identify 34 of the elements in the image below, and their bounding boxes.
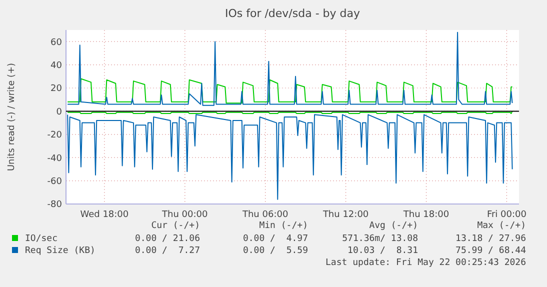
y-tick-label: 60	[50, 38, 62, 48]
y-tick-label: -20	[47, 130, 62, 141]
legend-label: IO/sec	[25, 234, 58, 244]
text: 0.00 / 5.59	[242, 246, 308, 256]
x-tick-label: Thu 18:00	[402, 210, 450, 220]
y-tick-label: 40	[50, 60, 62, 71]
text: 0.00 / 21.06	[134, 234, 200, 244]
text: 10.03 / 8.31	[348, 246, 418, 256]
line-series	[67, 114, 513, 200]
y-axis-title: Units read (-) / write (+)	[7, 62, 17, 172]
text: Cur (-/+)	[151, 221, 200, 231]
text: 75.99 / 68.44	[456, 246, 526, 256]
y-tick-label: 0	[56, 107, 62, 118]
text: Max (-/+)	[477, 221, 526, 231]
y-tick-label: 20	[50, 84, 62, 94]
y-tick-label: -40	[47, 154, 62, 164]
text: 0.00 / 7.27	[134, 246, 200, 256]
line-series	[67, 32, 513, 106]
text: Min (-/+)	[259, 221, 308, 231]
legend-label: Req Size (KB)	[25, 246, 96, 256]
y-tick-label: -60	[47, 176, 62, 187]
text: Last update: Fri May 22 00:25:43 2026	[326, 258, 526, 268]
text: Avg (-/+)	[369, 221, 418, 231]
x-tick-label: Thu 06:00	[241, 210, 288, 220]
x-tick-label: Wed 18:00	[80, 210, 129, 220]
text: 0.00 / 4.97	[242, 234, 308, 244]
chart-title: IOs for /dev/sda - by day	[224, 7, 361, 20]
x-tick-label: Fri 00:00	[486, 210, 527, 220]
line-series	[67, 78, 513, 104]
x-tick-label: Thu 00:00	[161, 210, 208, 220]
text: 571.36m/ 13.08	[342, 234, 418, 244]
y-tick-label: -80	[47, 200, 62, 210]
x-tick-label: Thu 12:00	[322, 210, 369, 220]
text: 13.18 / 27.96	[456, 234, 526, 244]
